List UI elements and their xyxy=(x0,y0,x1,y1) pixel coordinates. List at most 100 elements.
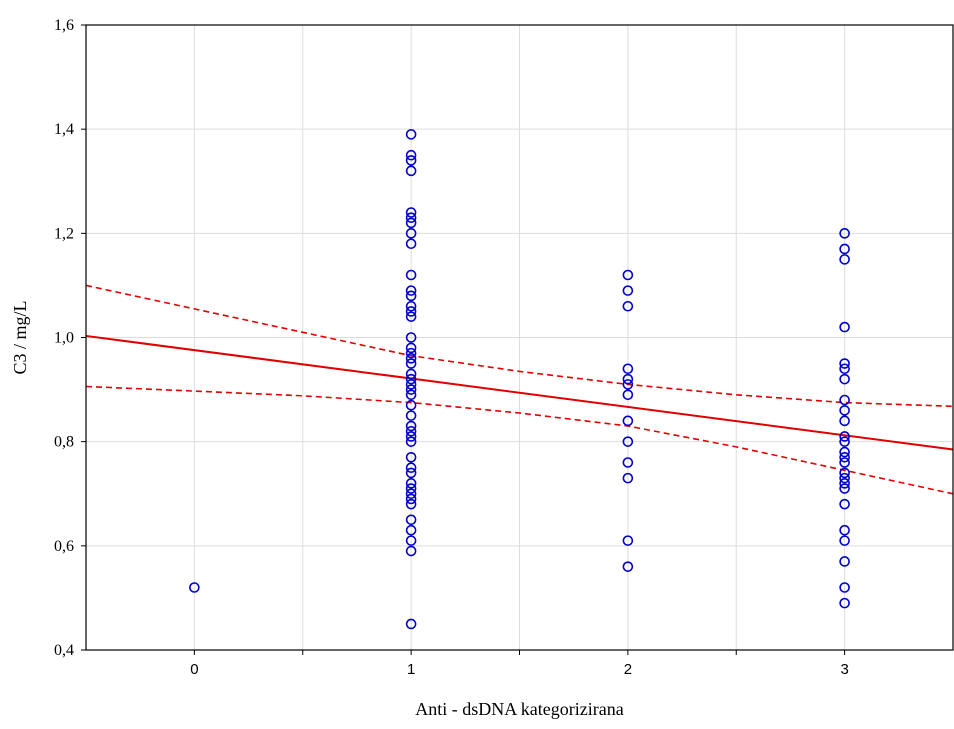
data-point xyxy=(839,457,850,468)
confidence-band-upper xyxy=(85,284,954,408)
data-point xyxy=(405,290,417,302)
data-point xyxy=(839,451,850,463)
data-point xyxy=(405,149,417,161)
data-point xyxy=(839,597,850,609)
data-point xyxy=(405,155,417,166)
data-point xyxy=(405,300,417,312)
data-point xyxy=(405,306,417,317)
data-point xyxy=(405,368,417,380)
data-point xyxy=(622,389,634,401)
data-point xyxy=(839,472,850,484)
regression-line-path xyxy=(85,334,954,451)
data-point xyxy=(405,311,417,322)
data-point xyxy=(839,254,850,265)
data-point xyxy=(405,618,417,630)
y-tick-label: 0,8 xyxy=(54,434,74,451)
x-tick-label: 1 xyxy=(407,661,415,678)
x-axis-label: Anti - dsDNA kategorizirana xyxy=(415,699,623,719)
data-point xyxy=(839,394,850,406)
data-point xyxy=(405,493,417,505)
data-point xyxy=(622,436,634,447)
data-point xyxy=(405,478,417,489)
confidence-lower-line xyxy=(85,385,954,495)
data-point xyxy=(189,582,200,593)
y-tick-label: 1,4 xyxy=(54,121,74,138)
data-point xyxy=(405,436,417,447)
data-point xyxy=(405,498,417,510)
data-point xyxy=(839,446,850,458)
data-point xyxy=(839,405,850,416)
data-point xyxy=(622,379,634,390)
data-point xyxy=(405,535,417,546)
data-point xyxy=(405,358,417,369)
data-point xyxy=(839,556,850,567)
data-point xyxy=(405,431,417,442)
data-point xyxy=(622,415,634,427)
y-tick-label: 1,0 xyxy=(54,330,74,347)
data-point xyxy=(839,431,850,442)
data-point xyxy=(405,467,417,479)
confidence-band-lower xyxy=(85,385,954,495)
x-tick-label: 3 xyxy=(840,661,848,678)
y-tick-label: 1,6 xyxy=(54,17,74,34)
data-point xyxy=(405,425,417,437)
x-tick-label: 2 xyxy=(624,661,632,678)
data-points xyxy=(189,129,850,630)
data-point xyxy=(622,472,634,484)
confidence-upper-line xyxy=(85,284,954,408)
data-point xyxy=(405,228,417,239)
data-point xyxy=(405,373,417,385)
data-point xyxy=(839,436,850,447)
data-point xyxy=(622,300,634,312)
data-point xyxy=(839,478,850,489)
data-point xyxy=(839,415,850,427)
data-point xyxy=(405,332,417,343)
data-point xyxy=(405,347,417,359)
grid-lines xyxy=(86,25,953,650)
data-point xyxy=(622,373,634,385)
data-point xyxy=(839,243,850,255)
data-point xyxy=(405,451,417,463)
data-point xyxy=(405,483,417,494)
data-point xyxy=(622,363,634,375)
data-point xyxy=(839,524,850,536)
data-point xyxy=(622,561,634,572)
y-axis-label: C3 / mg/L xyxy=(10,300,30,374)
data-point xyxy=(839,582,850,593)
x-tick-label: 0 xyxy=(190,661,198,678)
data-point xyxy=(405,217,417,229)
data-point xyxy=(839,373,850,385)
data-point xyxy=(405,207,417,218)
y-tick-label: 1,2 xyxy=(54,225,74,242)
data-point xyxy=(405,410,417,421)
data-point xyxy=(405,285,417,296)
data-point xyxy=(405,342,417,354)
data-point xyxy=(405,545,417,557)
data-point xyxy=(405,269,417,281)
y-tick-label: 0,4 xyxy=(54,642,74,659)
data-point xyxy=(839,228,850,239)
data-point xyxy=(622,269,634,281)
data-point xyxy=(405,379,417,390)
data-point xyxy=(405,524,417,536)
data-point xyxy=(839,467,850,479)
data-point xyxy=(622,457,634,468)
data-point xyxy=(405,399,417,411)
data-point xyxy=(405,353,417,364)
data-point xyxy=(405,462,417,474)
data-point xyxy=(405,165,417,177)
data-point xyxy=(839,483,850,494)
data-point xyxy=(622,535,634,546)
data-point xyxy=(839,535,850,546)
data-point xyxy=(405,514,417,526)
data-point xyxy=(839,498,850,510)
x-axis-ticks: 0 1 2 3 xyxy=(190,650,849,678)
regression-line xyxy=(85,334,954,451)
data-point xyxy=(622,285,634,296)
data-point xyxy=(839,363,850,375)
y-tick-label: 0,6 xyxy=(54,538,74,555)
data-point xyxy=(839,358,850,369)
data-point xyxy=(405,129,417,140)
data-point xyxy=(405,384,417,395)
